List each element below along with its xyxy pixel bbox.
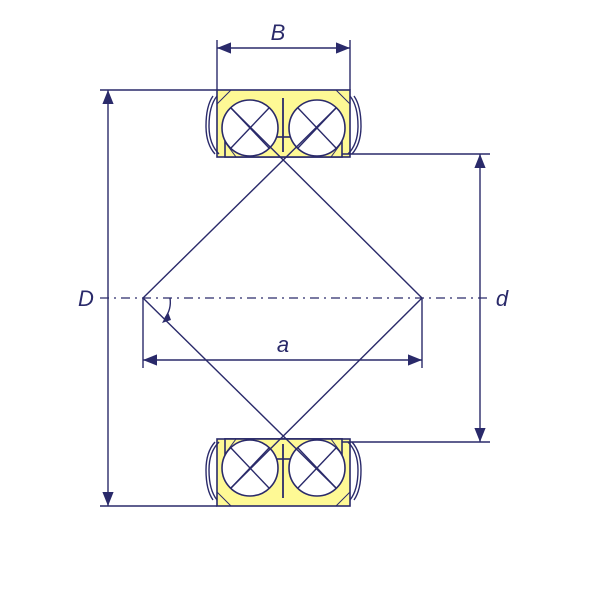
dim-B: B	[217, 20, 350, 90]
top-race	[206, 90, 361, 157]
label-B: B	[271, 20, 286, 45]
bearing-diagram: B D d a	[0, 0, 600, 600]
label-d: d	[496, 286, 509, 311]
angle-marker	[162, 298, 171, 323]
label-D: D	[78, 286, 94, 311]
label-a: a	[277, 332, 289, 357]
bottom-race	[206, 439, 361, 506]
dim-a: a	[143, 298, 422, 368]
